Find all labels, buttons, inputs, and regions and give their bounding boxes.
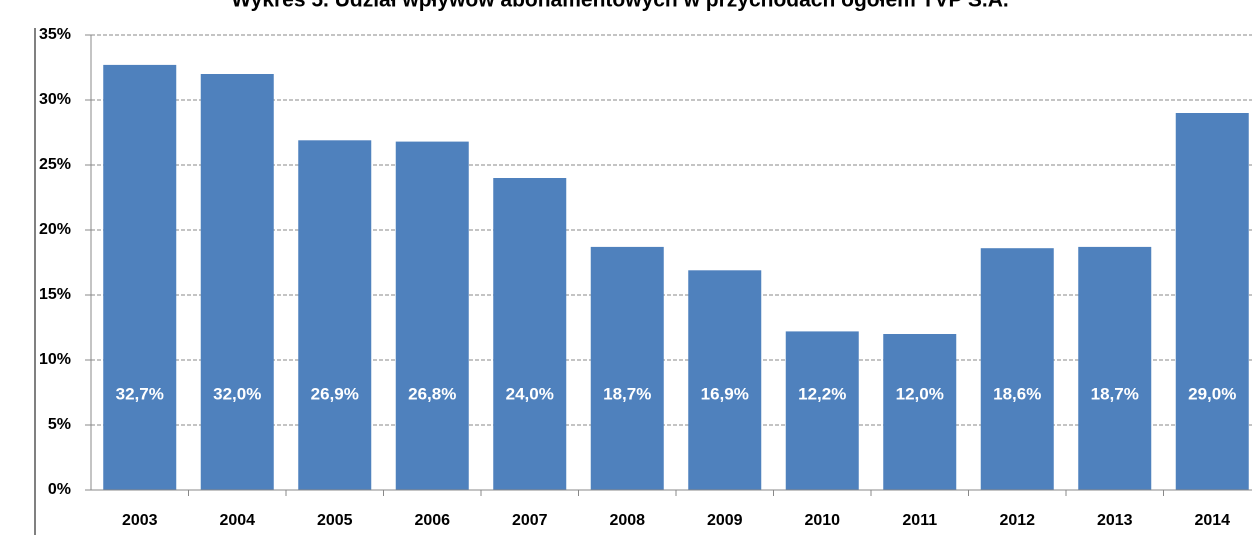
x-tick-label: 2008	[609, 512, 645, 529]
y-tick-label: 10%	[39, 351, 71, 368]
value-label: 12,2%	[798, 384, 846, 403]
bar	[493, 178, 567, 490]
bar	[590, 246, 664, 490]
value-label: 26,9%	[311, 384, 359, 403]
y-tick-label: 5%	[48, 416, 71, 433]
x-tick-label: 2007	[512, 512, 548, 529]
value-label: 12,0%	[896, 384, 944, 403]
x-tick-label: 2011	[902, 512, 937, 529]
value-label: 29,0%	[1188, 384, 1236, 403]
bar	[395, 141, 469, 490]
bar	[1175, 113, 1249, 490]
value-label: 32,0%	[213, 384, 261, 403]
bar	[883, 334, 957, 490]
value-label: 16,9%	[701, 384, 749, 403]
value-label: 18,7%	[603, 384, 651, 403]
x-tick-label: 2006	[414, 512, 450, 529]
bar	[103, 64, 177, 491]
x-tick-label: 2003	[122, 512, 158, 529]
value-label: 18,7%	[1091, 384, 1139, 403]
bar	[298, 140, 372, 491]
x-tick-label: 2005	[317, 512, 353, 529]
y-tick-label: 0%	[48, 481, 71, 498]
x-tick-label: 2009	[707, 512, 743, 529]
x-tick-label: 2013	[1097, 512, 1133, 529]
y-tick-label: 25%	[39, 156, 71, 173]
y-tick-label: 15%	[39, 286, 71, 303]
bar	[200, 74, 274, 490]
y-tick-label: 30%	[39, 91, 71, 108]
value-label: 18,6%	[993, 384, 1041, 403]
x-tick-label: 2010	[804, 512, 840, 529]
bar	[980, 248, 1054, 490]
value-label: 24,0%	[506, 384, 554, 403]
value-label: 32,7%	[116, 384, 164, 403]
chart-title: Wykres 5. Udział wpływów abonamentowych …	[231, 0, 1009, 12]
bar	[688, 270, 762, 490]
x-tick-label: 2014	[1194, 512, 1230, 529]
x-tick-label: 2012	[999, 512, 1035, 529]
value-label: 26,8%	[408, 384, 456, 403]
x-tick-label: 2004	[219, 512, 255, 529]
bar	[1078, 246, 1152, 490]
bar	[785, 331, 859, 490]
y-tick-label: 35%	[39, 26, 71, 43]
y-tick-label: 20%	[39, 221, 71, 238]
